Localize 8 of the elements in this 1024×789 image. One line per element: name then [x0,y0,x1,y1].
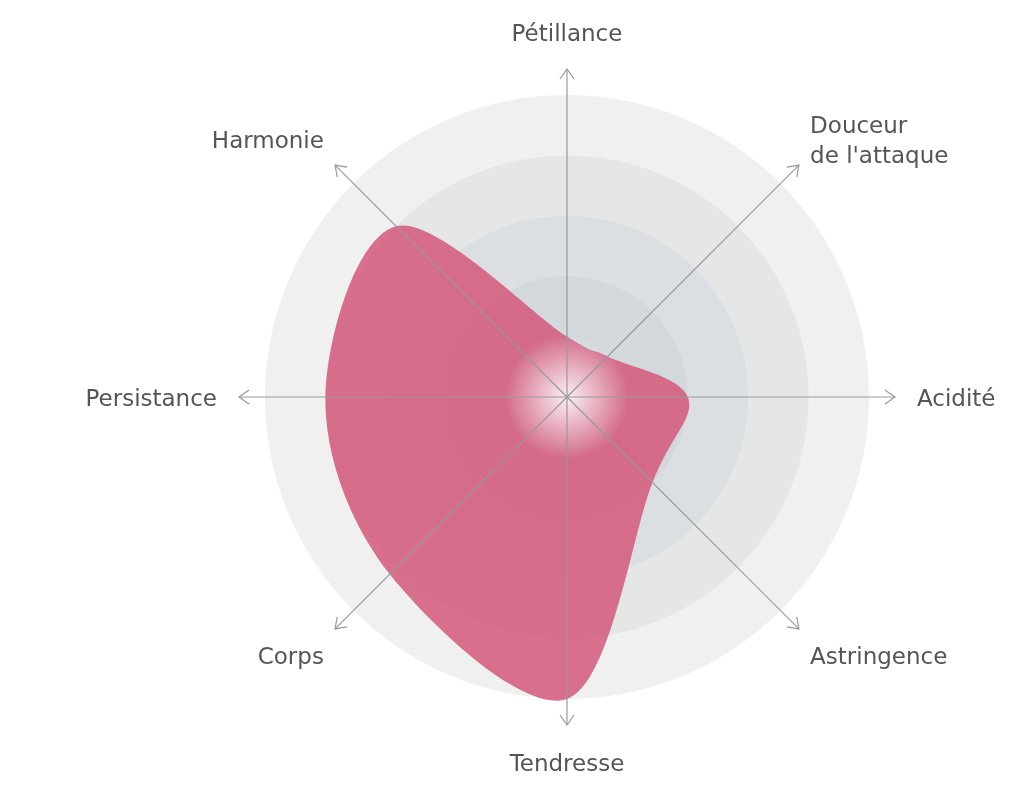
spoke-label: Acidité [917,385,996,411]
spoke-label: Astringence [810,643,948,670]
spoke-label: Harmonie [211,126,324,153]
spoke-label: Tendresse [508,750,625,776]
spoke-label: Corps [257,643,324,670]
spoke-label: Persistance [85,385,217,411]
spoke-label: Pétillance [511,20,623,46]
spoke-label: Douceur de l'attaque [810,111,949,168]
